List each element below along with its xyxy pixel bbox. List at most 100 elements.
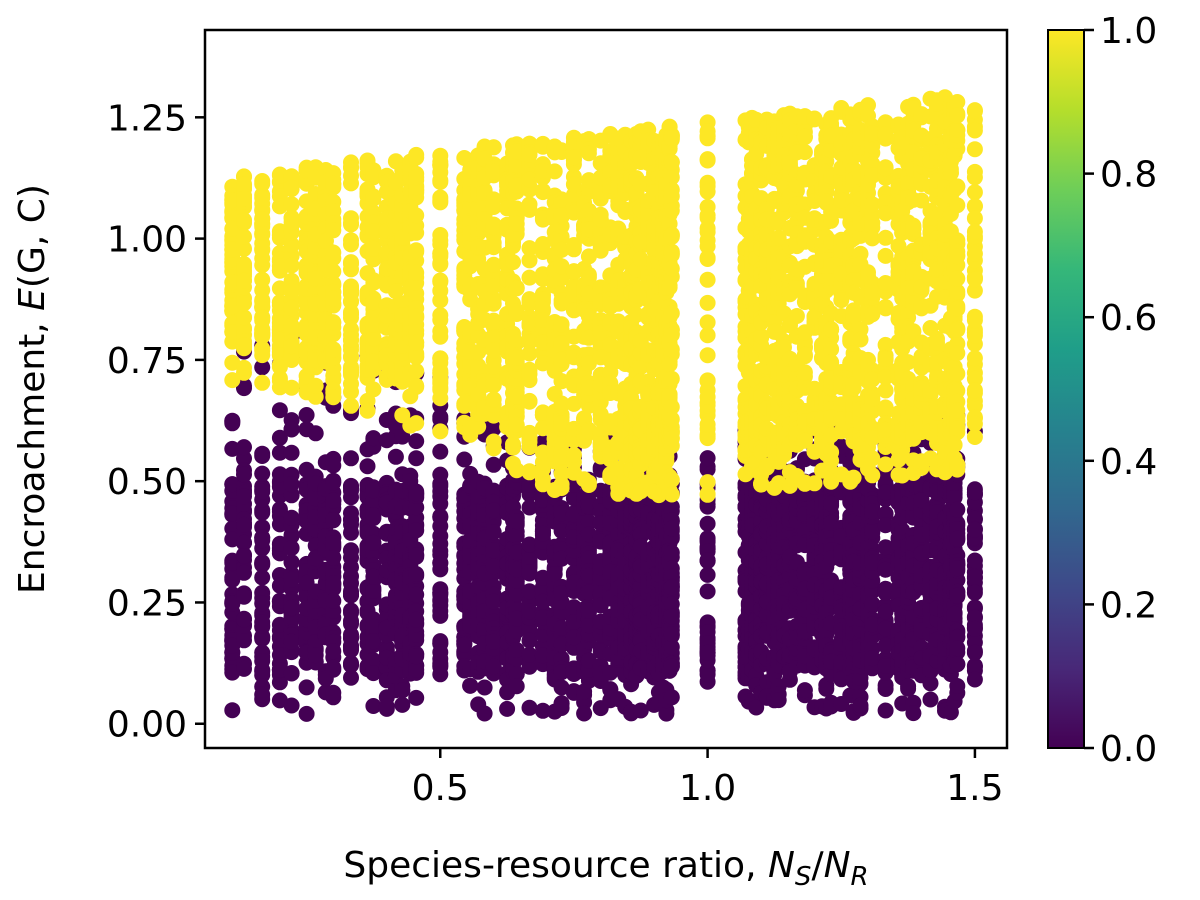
data-point <box>663 626 680 642</box>
data-point <box>534 525 551 542</box>
data-point <box>283 179 300 196</box>
data-point <box>580 477 597 493</box>
data-point <box>408 485 425 502</box>
data-point <box>325 535 342 551</box>
data-point <box>343 167 359 184</box>
data-point <box>796 682 813 699</box>
data-point <box>432 658 449 675</box>
data-point <box>508 215 525 232</box>
data-point <box>254 326 271 343</box>
data-point <box>283 528 300 545</box>
data-point <box>365 482 382 499</box>
data-point <box>394 682 411 699</box>
data-point <box>949 560 966 577</box>
data-point <box>508 585 525 602</box>
data-point <box>521 551 538 568</box>
data-point <box>254 614 271 631</box>
data-point <box>283 697 300 714</box>
data-point <box>408 363 425 379</box>
data-point <box>521 603 538 620</box>
data-point <box>325 222 342 239</box>
data-point <box>408 348 425 365</box>
data-point <box>254 293 271 310</box>
data-point <box>254 504 271 521</box>
data-point <box>485 313 502 330</box>
data-point <box>663 658 680 675</box>
data-point <box>325 474 342 491</box>
data-point <box>254 374 271 391</box>
data-point <box>365 294 382 311</box>
data-point <box>254 569 271 586</box>
data-point <box>949 501 966 518</box>
data-point <box>485 558 502 575</box>
data-point <box>236 337 252 354</box>
data-point <box>521 536 538 553</box>
data-point <box>699 666 716 683</box>
data-point <box>283 257 300 274</box>
data-point <box>325 575 342 591</box>
data-point <box>699 450 716 467</box>
data-point <box>365 568 382 585</box>
data-point <box>408 566 425 582</box>
data-point <box>432 292 449 309</box>
data-point <box>365 618 382 635</box>
data-point <box>432 466 449 483</box>
data-point <box>699 644 716 661</box>
data-point <box>505 254 521 271</box>
data-point <box>432 555 449 571</box>
data-point <box>236 548 252 564</box>
data-point <box>770 692 787 709</box>
data-point <box>378 698 395 715</box>
data-point <box>254 359 271 376</box>
data-point <box>521 646 538 663</box>
data-point <box>432 443 449 460</box>
data-point <box>432 423 449 440</box>
data-point <box>283 379 300 396</box>
data-point <box>408 586 425 603</box>
data-point <box>254 653 271 669</box>
data-point <box>254 240 271 257</box>
data-point <box>224 702 241 719</box>
data-point <box>236 588 252 605</box>
data-point <box>521 393 538 410</box>
data-point <box>699 515 716 532</box>
data-point <box>508 623 525 640</box>
data-point <box>236 466 252 483</box>
data-point <box>283 317 300 334</box>
data-point <box>343 626 359 643</box>
data-point <box>283 554 300 571</box>
data-point <box>408 689 425 706</box>
data-point <box>236 190 252 207</box>
data-point <box>236 564 252 581</box>
data-point <box>521 476 538 493</box>
data-point <box>966 584 983 601</box>
data-point <box>508 572 525 589</box>
data-point <box>508 610 525 627</box>
data-point <box>283 283 300 300</box>
data-point <box>254 448 271 464</box>
data-point <box>325 492 342 509</box>
data-point <box>343 366 359 383</box>
data-point <box>307 647 324 664</box>
data-point <box>283 338 300 355</box>
data-point <box>365 652 382 669</box>
data-point <box>343 285 359 302</box>
data-point <box>408 242 425 259</box>
data-point <box>521 699 538 716</box>
data-point <box>343 256 359 272</box>
data-point <box>553 550 570 567</box>
data-point <box>456 636 473 653</box>
data-point <box>271 516 288 533</box>
data-point <box>408 547 425 564</box>
data-point <box>864 503 881 520</box>
data-point <box>508 280 525 297</box>
data-point <box>508 513 525 530</box>
data-point <box>485 524 502 541</box>
data-point <box>343 331 359 348</box>
data-point <box>485 456 502 473</box>
data-point <box>485 433 502 450</box>
data-point <box>565 446 582 463</box>
data-point <box>408 207 425 224</box>
data-point <box>283 421 300 437</box>
